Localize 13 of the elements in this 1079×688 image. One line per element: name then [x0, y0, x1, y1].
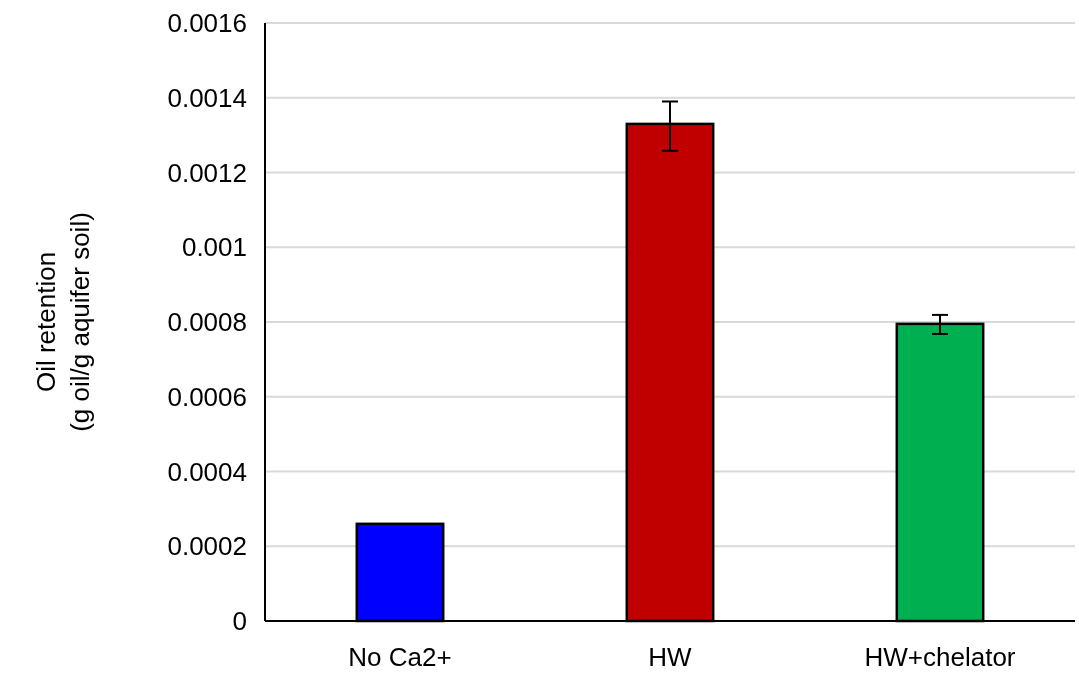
y-tick-label: 0.0014: [167, 82, 247, 113]
y-axis-title: Oil retention (g oil/g aquifer soil): [31, 212, 95, 432]
x-tick-label: No Ca2+: [348, 642, 452, 672]
y-tick-label: 0.001: [181, 232, 247, 263]
y-tick-label: 0.0006: [167, 381, 247, 412]
y-tick-label: 0.0008: [167, 307, 247, 338]
y-tick-label: 0.0012: [167, 157, 247, 188]
y-tick-label: 0.0004: [167, 456, 247, 487]
x-tick-label: HW+chelator: [864, 642, 1016, 672]
y-tick-label: 0: [232, 606, 247, 637]
y-tick-label: 0.0002: [167, 531, 247, 562]
y-tick-label: 0.0016: [167, 8, 247, 39]
x-tick-label: HW: [648, 642, 693, 672]
